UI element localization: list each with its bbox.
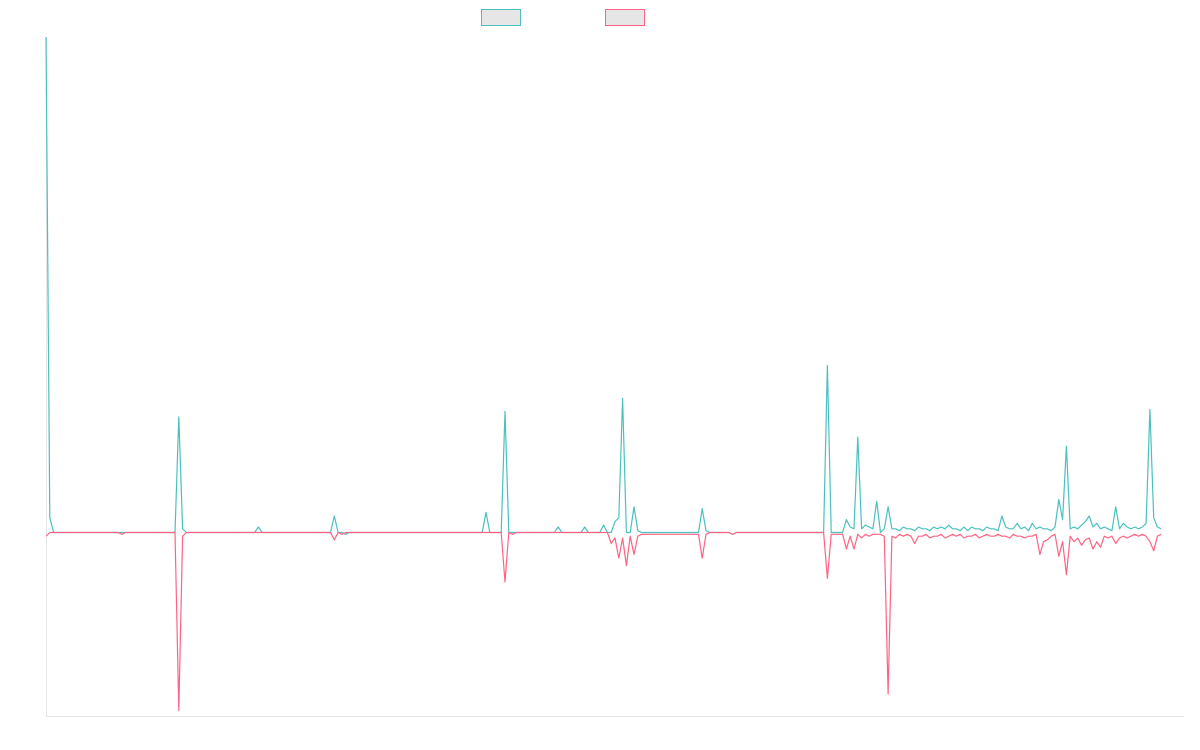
axes (46, 37, 1184, 717)
legend-swatch-1[interactable] (481, 9, 521, 26)
legend (481, 9, 645, 26)
series-line-1 (45, 36, 1162, 535)
legend-swatch-2[interactable] (605, 9, 645, 26)
series-line-2 (45, 531, 1162, 712)
series-layer (45, 36, 1162, 712)
